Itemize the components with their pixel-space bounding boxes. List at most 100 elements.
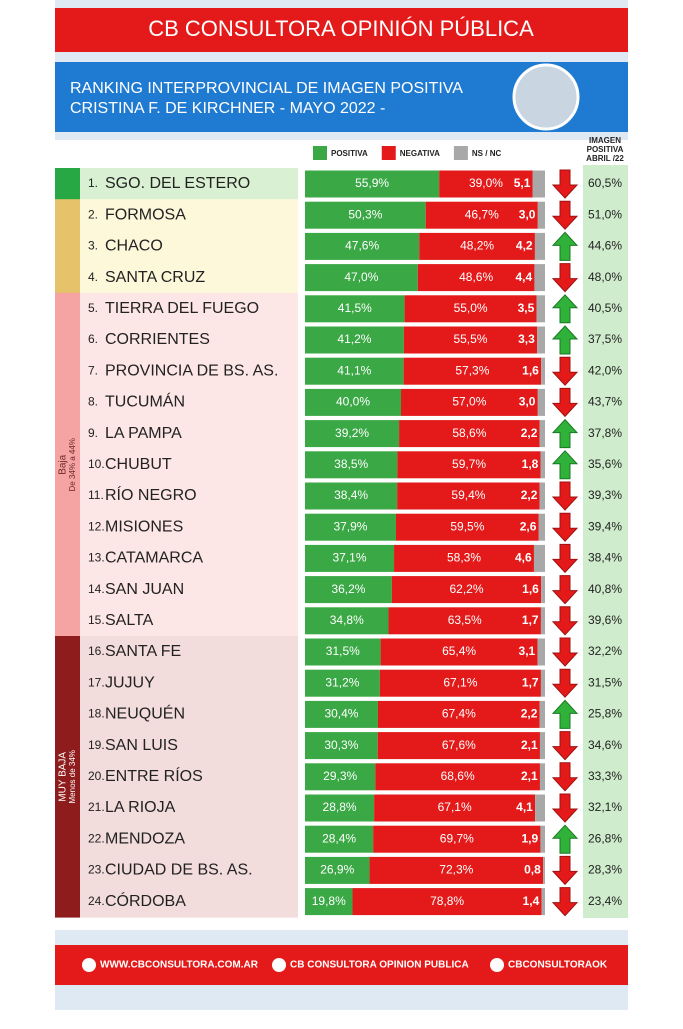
bar-segment <box>305 732 378 760</box>
trend-arrow <box>551 356 579 386</box>
province: CÓRDOBA <box>105 891 186 910</box>
value-label: 31,5% <box>326 644 360 658</box>
rank: 24. <box>88 894 105 908</box>
value-label: 3,5 <box>518 301 535 315</box>
bar-segment <box>399 420 540 448</box>
value-label: 48,2% <box>460 239 494 253</box>
value-label: 78,8% <box>430 894 464 908</box>
value-label: 4,4 <box>515 270 532 284</box>
subtitle: RANKING INTERPROVINCIAL DE IMAGEN POSITI… <box>70 80 463 97</box>
province: MENDOZA <box>105 830 185 847</box>
bar-segment <box>305 232 420 260</box>
value-label: 26,9% <box>320 863 354 877</box>
bar-segment <box>539 732 545 760</box>
bar-segment <box>537 388 545 416</box>
value-label: 2,1 <box>521 738 538 752</box>
value-label: 0,8 <box>524 863 541 877</box>
bar-segment <box>394 544 534 572</box>
bar-segment <box>537 326 545 354</box>
bar-segment <box>541 888 545 916</box>
previous-value: 40,8% <box>588 582 622 596</box>
bar-segment <box>541 357 545 385</box>
value-label: 2,6 <box>520 519 537 533</box>
bar-segment <box>305 295 405 323</box>
bar-segment <box>537 201 545 229</box>
value-label: 4,6 <box>515 551 532 565</box>
value-label: 55,0% <box>454 301 488 315</box>
rank: 3. <box>88 239 98 253</box>
value-label: 63,5% <box>448 613 482 627</box>
previous-value: 32,2% <box>588 644 622 658</box>
previous-title: ABRIL /22 <box>586 154 624 163</box>
bar-segment <box>380 638 538 666</box>
bar-segment <box>305 170 440 198</box>
rank: 11. <box>88 488 104 502</box>
previous-value: 33,3% <box>588 769 622 783</box>
bar-segment <box>379 669 541 697</box>
bar-segment <box>397 451 541 479</box>
legend-label: NEGATIVA <box>400 149 440 158</box>
value-label: 34,8% <box>330 613 364 627</box>
rank: 12. <box>88 519 105 533</box>
bar-segment <box>375 763 540 791</box>
bar-segment <box>404 295 537 323</box>
footer-icon <box>82 958 96 972</box>
bar-segment <box>543 856 545 884</box>
rank: 5. <box>88 301 98 315</box>
previous-value: 44,6% <box>588 239 622 253</box>
bar-segment <box>540 669 545 697</box>
group-strip <box>55 168 80 200</box>
bar-segment <box>532 170 545 198</box>
bar-segment <box>305 544 395 572</box>
rank: 6. <box>88 332 98 346</box>
previous-value: 35,6% <box>588 457 622 471</box>
bar-segment <box>535 794 545 822</box>
group-name: MUY BAJA <box>58 752 69 802</box>
previous-value: 39,3% <box>588 488 622 502</box>
value-label: 46,7% <box>465 207 499 221</box>
bar-segment <box>419 232 535 260</box>
previous-value: 39,6% <box>588 613 622 627</box>
bar-segment <box>439 170 533 198</box>
province: SGO. DEL ESTERO <box>105 175 250 192</box>
bar-segment <box>305 201 426 229</box>
bar-segment <box>539 482 545 510</box>
value-label: 2,1 <box>521 769 538 783</box>
legend-label: NS / NC <box>472 149 502 158</box>
province: SANTA CRUZ <box>105 269 205 286</box>
bar-segment <box>540 607 545 635</box>
value-label: 36,2% <box>331 582 365 596</box>
value-label: 2,2 <box>521 488 538 502</box>
province: ENTRE RÍOS <box>105 766 203 785</box>
rank: 10. <box>88 457 105 471</box>
value-label: 55,9% <box>355 176 389 190</box>
province: LA RIOJA <box>105 799 176 816</box>
group-strip <box>55 199 80 294</box>
bar-segment <box>425 201 538 229</box>
province: RÍO NEGRO <box>105 485 197 504</box>
photo <box>512 63 580 131</box>
province: CATAMARCA <box>105 550 203 567</box>
value-label: 38,4% <box>334 488 368 502</box>
trend-arrow <box>551 731 579 761</box>
group-row-bg <box>80 168 298 200</box>
province: SALTA <box>105 612 154 629</box>
bar-segment <box>538 513 545 541</box>
previous-value: 31,5% <box>588 675 622 689</box>
bar-segment <box>305 451 398 479</box>
province: SAN LUIS <box>105 737 178 754</box>
bar-segment <box>388 607 541 635</box>
rank: 20. <box>88 769 105 783</box>
bar-segment <box>397 482 540 510</box>
bar-segment <box>305 388 401 416</box>
province: CHACO <box>105 238 163 255</box>
province: JUJUY <box>105 674 155 691</box>
previous-column-bg <box>583 165 628 918</box>
bar-segment <box>305 638 381 666</box>
bar-segment <box>536 295 545 323</box>
province: TIERRA DEL FUEGO <box>105 300 259 317</box>
value-label: 5,1 <box>514 176 531 190</box>
trend-arrow <box>551 169 579 199</box>
rank: 4. <box>88 270 98 284</box>
value-label: 29,3% <box>323 769 357 783</box>
